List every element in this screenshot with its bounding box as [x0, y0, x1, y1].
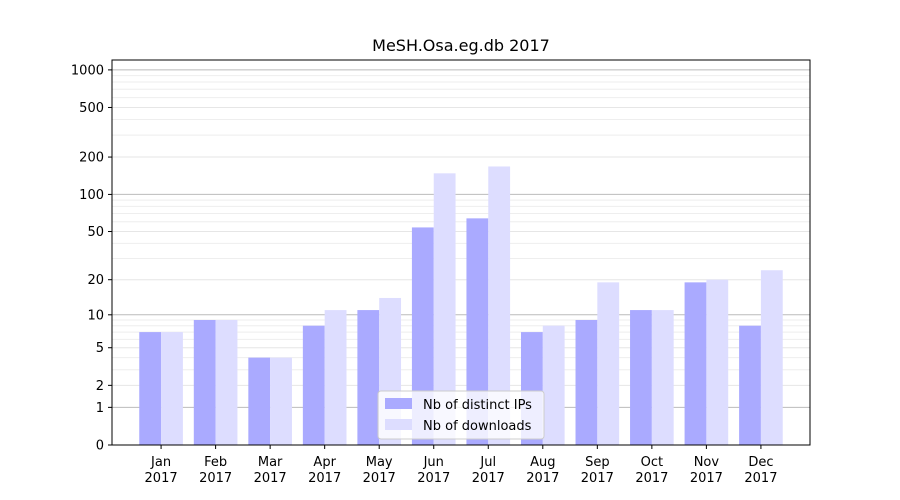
y-tick-label: 50: [87, 225, 104, 240]
x-tick-label: Feb: [204, 455, 227, 470]
x-tick-label: Jan: [150, 455, 171, 470]
bar-downloads-jan: [161, 332, 183, 445]
y-tick-label: 100: [79, 188, 104, 203]
bar-ips-jan: [139, 332, 162, 445]
x-tick-label: Oct: [641, 455, 663, 470]
legend-label-downloads: Nb of downloads: [423, 419, 532, 434]
bar-ips-may: [357, 310, 380, 445]
bar-downloads-jun: [433, 173, 456, 445]
x-tick-label: Apr: [313, 455, 336, 470]
y-tick-label: 1: [96, 401, 104, 416]
x-tick-label: 2017: [526, 471, 559, 486]
y-tick-label: 2: [96, 379, 104, 394]
x-tick-label: Dec: [748, 455, 773, 470]
bar-downloads-aug: [542, 325, 565, 445]
x-tick-label: 2017: [363, 471, 396, 486]
x-tick-label: Nov: [694, 455, 720, 470]
x-tick-label: 2017: [254, 471, 287, 486]
bar-ips-jul: [466, 218, 489, 445]
y-tick-label: 10: [87, 308, 104, 323]
bar-downloads-feb: [215, 319, 238, 445]
y-tick-label: 20: [87, 273, 104, 288]
x-tick-label: May: [366, 455, 393, 470]
legend: Nb of distinct IPs Nb of downloads: [377, 390, 545, 440]
x-tick-label: 2017: [145, 471, 178, 486]
y-tick-label: 500: [79, 101, 104, 116]
bar-ips-nov: [684, 282, 707, 445]
x-tick-label: 2017: [472, 471, 505, 486]
legend-label-ips: Nb of distinct IPs: [423, 398, 532, 413]
bar-downloads-apr: [324, 310, 347, 445]
bar-ips-apr: [302, 325, 325, 445]
x-tick-label: 2017: [635, 471, 668, 486]
x-tick-label: 2017: [690, 471, 723, 486]
x-axis: Jan2017Feb2017Mar2017Apr2017May2017Jun20…: [145, 445, 777, 486]
x-tick-label: 2017: [744, 471, 777, 486]
bar-ips-feb: [193, 319, 216, 445]
y-tick-label: 0: [96, 439, 104, 454]
x-tick-label: 2017: [417, 471, 450, 486]
legend-box: [377, 390, 545, 440]
bar-downloads-oct: [651, 310, 674, 445]
legend-swatch-downloads: [385, 419, 412, 430]
x-tick-label: Mar: [258, 455, 283, 470]
x-tick-label: Jun: [423, 455, 444, 470]
plot-frame: [111, 59, 811, 446]
bar-ips-dec: [739, 325, 761, 445]
bar-downloads-dec: [760, 270, 783, 445]
chart-title: MeSH.Osa.eg.db 2017: [372, 36, 550, 55]
x-tick-label: Jul: [479, 455, 496, 470]
x-tick-label: 2017: [581, 471, 614, 486]
bar-downloads-mar: [270, 357, 292, 445]
x-tick-label: Sep: [585, 455, 610, 470]
y-tick-label: 5: [96, 341, 104, 356]
bar-downloads-jul: [488, 166, 511, 445]
x-tick-label: 2017: [199, 471, 232, 486]
x-tick-label: 2017: [308, 471, 341, 486]
y-tick-label: 1000: [71, 63, 104, 78]
legend-swatch-ips: [385, 398, 412, 409]
x-tick-label: Aug: [530, 455, 555, 470]
y-tick-label: 200: [79, 151, 104, 166]
bar-downloads-sep: [597, 282, 620, 445]
y-axis: 0 1 2 5 10 20 50 100 200 500 1000: [71, 63, 112, 454]
bar-ips-mar: [248, 357, 271, 445]
bar-ips-oct: [630, 310, 652, 445]
bar-ips-sep: [575, 319, 598, 445]
bar-downloads-nov: [706, 279, 729, 445]
